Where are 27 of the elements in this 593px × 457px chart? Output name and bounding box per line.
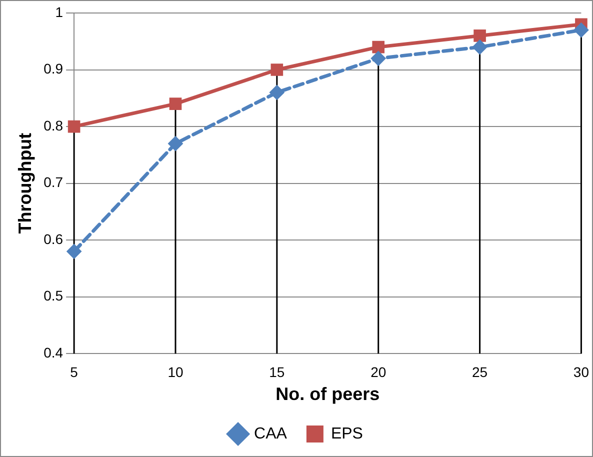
x-tick-label: 25 bbox=[472, 364, 488, 380]
point bbox=[474, 30, 486, 42]
point bbox=[66, 244, 82, 259]
x-tick-label: 10 bbox=[168, 364, 184, 380]
x-tick-label: 15 bbox=[269, 364, 285, 380]
y-tick-label: 0.6 bbox=[44, 230, 64, 247]
x-tick-label: 20 bbox=[370, 364, 386, 380]
y-tick-label: 0.8 bbox=[44, 117, 64, 134]
point bbox=[169, 98, 182, 110]
x-tick-label: 5 bbox=[70, 364, 78, 380]
point bbox=[168, 136, 183, 152]
point bbox=[270, 64, 284, 76]
x-axis-title: No. of peers bbox=[276, 384, 380, 404]
legend-label: EPS bbox=[330, 425, 363, 442]
y-axis-title: Throughput bbox=[14, 132, 35, 234]
point bbox=[472, 40, 488, 55]
y-tick-label: 0.4 bbox=[44, 344, 64, 360]
y-tick-label: 0.5 bbox=[44, 288, 64, 304]
point bbox=[269, 84, 284, 100]
point bbox=[574, 22, 589, 38]
y-tick-label: 0.7 bbox=[44, 174, 64, 190]
point bbox=[372, 40, 385, 54]
y-tick-label: 0.9 bbox=[44, 60, 64, 77]
y-tick-label: 1 bbox=[55, 4, 64, 20]
point bbox=[370, 50, 386, 66]
legend-label: CAA bbox=[254, 425, 288, 442]
x-tick-label: 30 bbox=[573, 364, 590, 380]
